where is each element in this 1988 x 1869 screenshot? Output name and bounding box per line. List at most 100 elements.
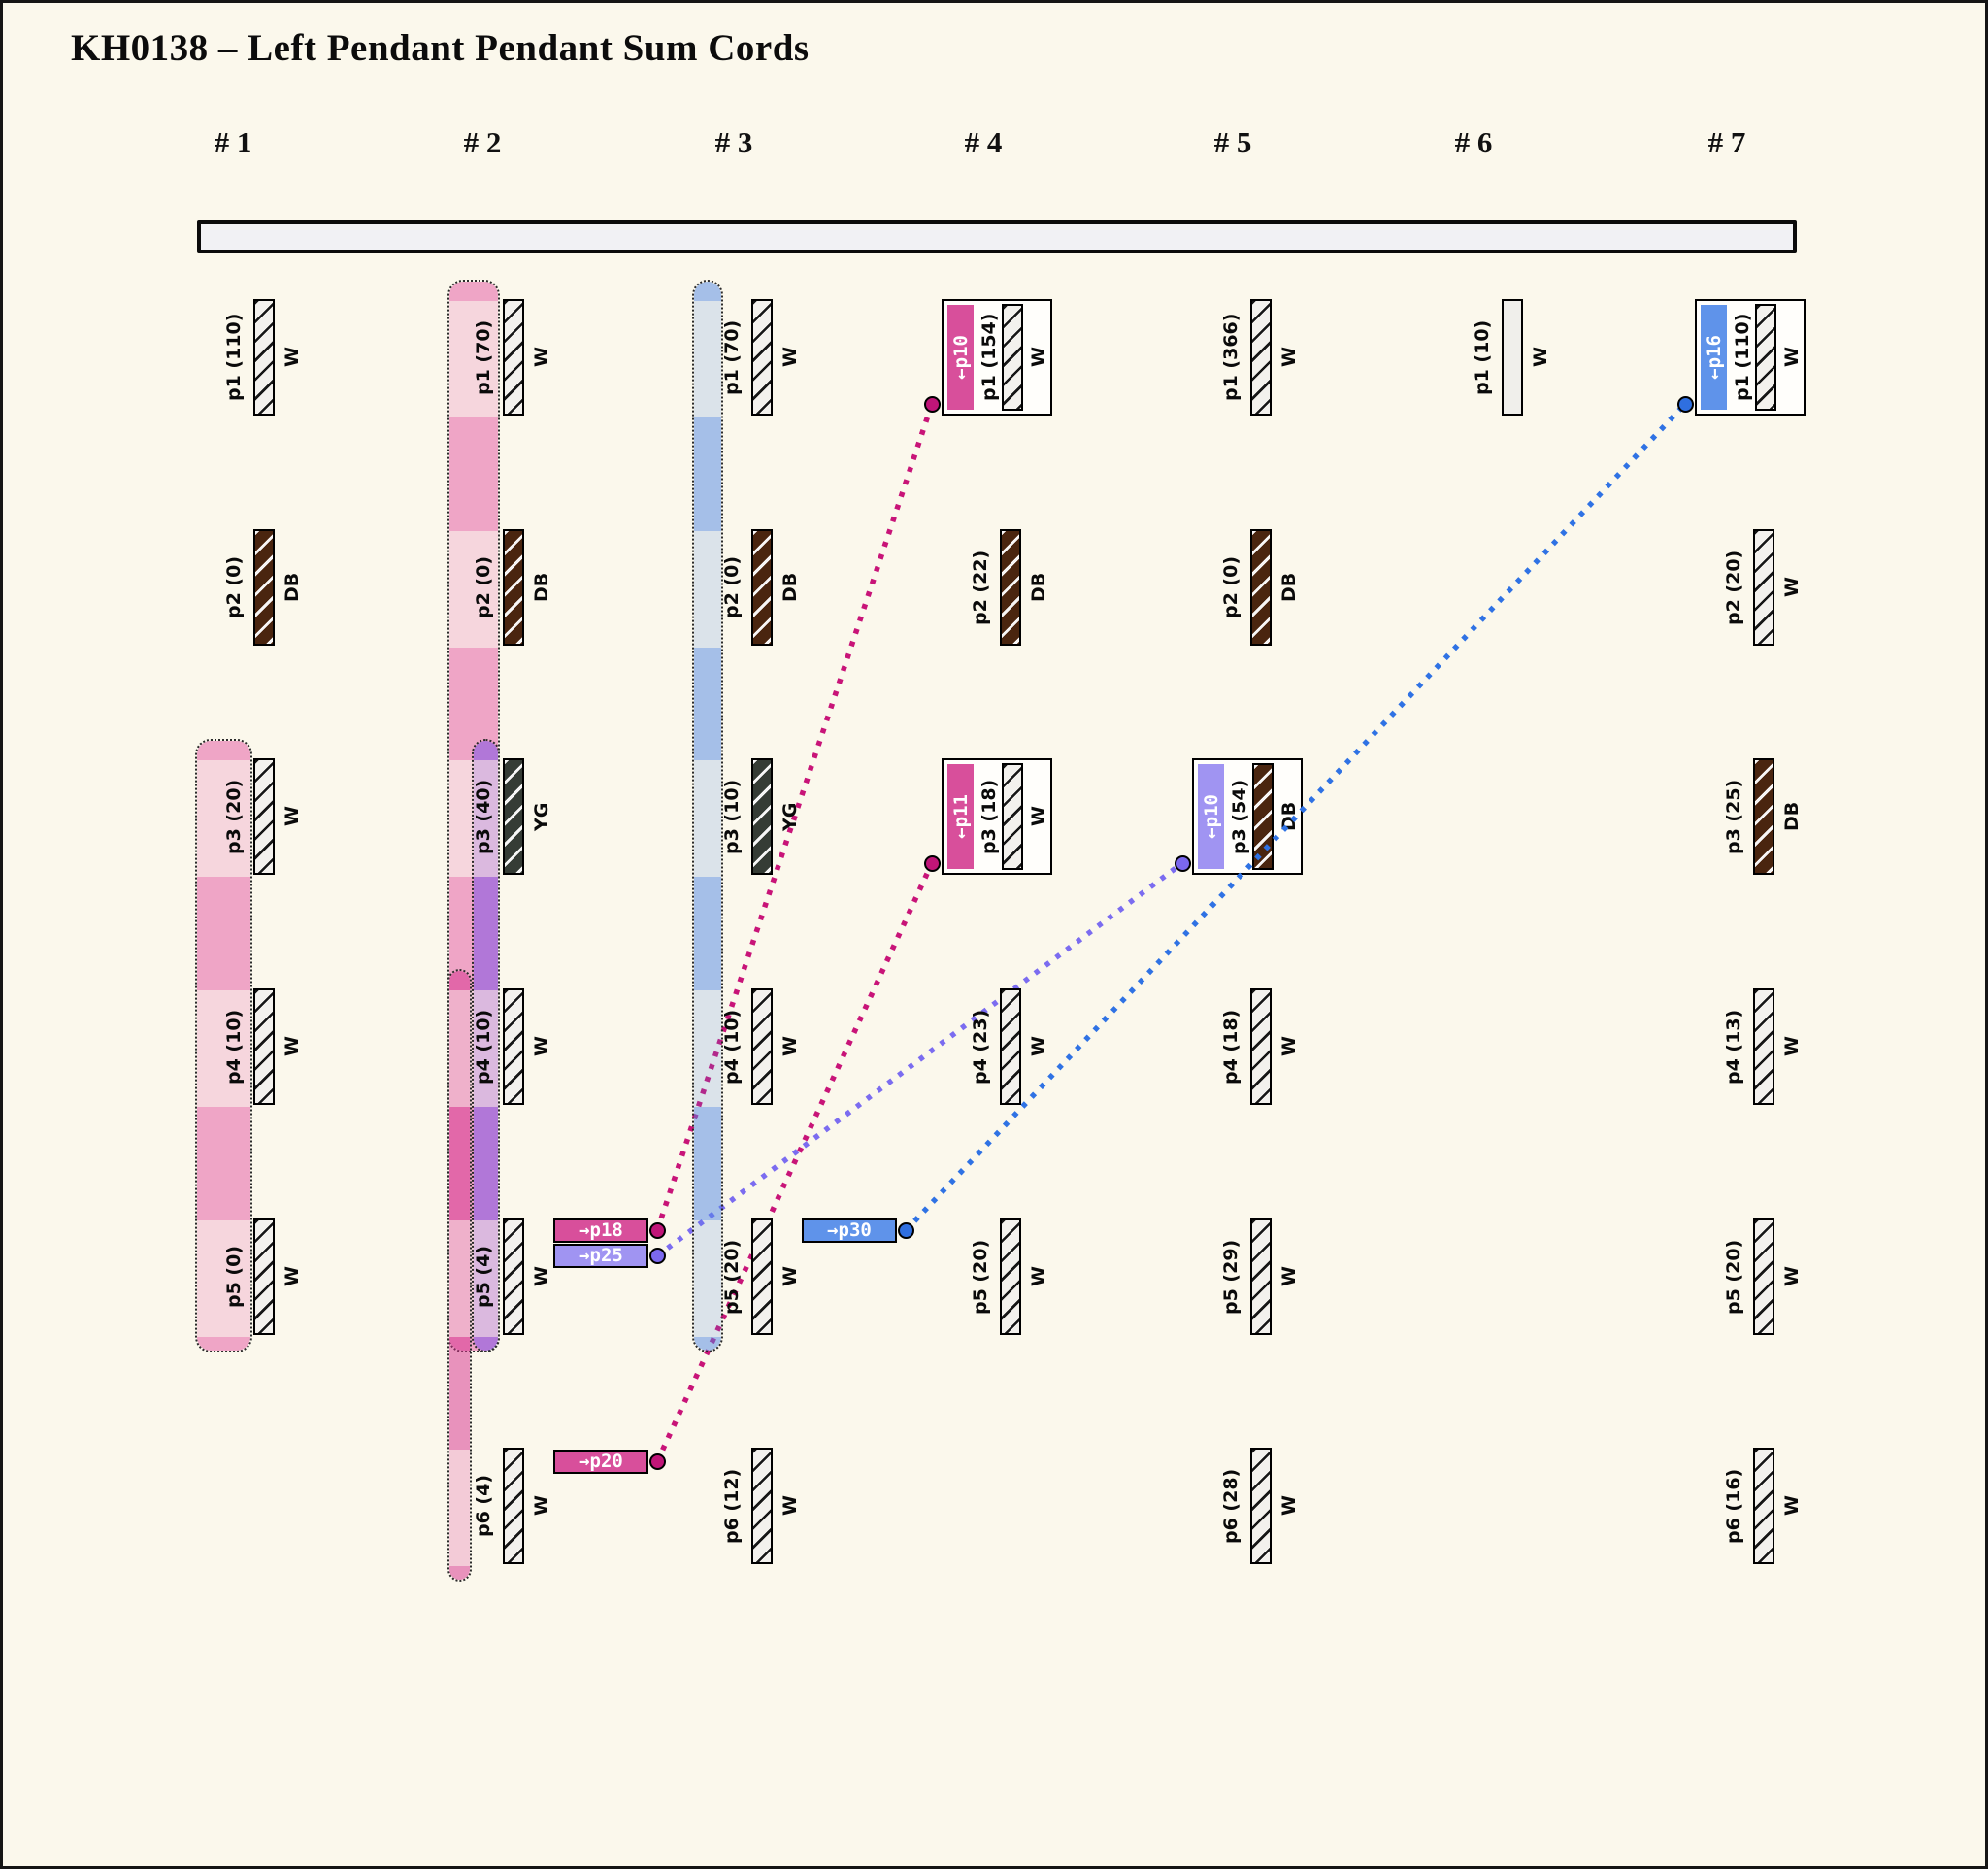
band-segment [449, 1220, 498, 1337]
band-segment [449, 417, 498, 531]
pendant-cord-glyph [1250, 299, 1272, 416]
pendant-cord-glyph [1755, 304, 1776, 411]
band-segment [449, 1337, 470, 1450]
band-segment [474, 877, 498, 990]
cord-color-code: W [531, 1036, 552, 1057]
cord-color-code: W [1028, 1036, 1049, 1057]
cord-color-code: DB [779, 572, 801, 603]
band-segment [694, 648, 721, 760]
cord-color-code: W [531, 347, 552, 368]
pendant-cord-glyph [503, 1218, 524, 1335]
cord-color-code: W [1278, 1036, 1300, 1057]
band-segment [694, 1107, 721, 1220]
band-segment [694, 1220, 721, 1337]
band-segment [474, 1220, 498, 1337]
pendant-cord-glyph [503, 299, 524, 416]
pendant-label: p2 (0) [721, 555, 743, 619]
pendant-cord-glyph [1753, 1218, 1774, 1335]
highlight-band [692, 280, 723, 1352]
sum-cord-link-line [654, 861, 935, 1463]
link-end-dot [648, 1222, 666, 1239]
sum-pendant-box: ←p10 p1 (154) W [942, 299, 1052, 416]
band-segment [449, 760, 498, 877]
pendant-label: p2 (0) [473, 555, 494, 619]
link-end-dot [1174, 854, 1191, 872]
sum-link-label: →p18 [553, 1218, 648, 1243]
cord-color-code: W [282, 1036, 303, 1057]
cord-color-code: DB [1278, 572, 1300, 603]
pendant-cord-glyph [1002, 763, 1023, 870]
band-segment [474, 760, 498, 877]
band-segment [197, 1107, 250, 1220]
pendant-label: p5 (20) [1723, 1239, 1744, 1315]
band-segment [449, 1107, 470, 1220]
band-segment [197, 877, 250, 990]
band-segment [449, 990, 470, 1107]
pendant-cord-glyph [253, 1218, 275, 1335]
sum-link-label: →p25 [553, 1244, 648, 1268]
cord-color-code: W [779, 347, 801, 368]
cord-color-code: W [1781, 577, 1803, 598]
band-segment [449, 301, 498, 417]
pendant-label: p3 (20) [223, 779, 245, 854]
pendant-label: p5 (20) [721, 1239, 743, 1315]
pendant-cord-glyph [751, 1448, 773, 1564]
cord-color-code: W [1028, 1266, 1049, 1287]
cord-color-code: W [779, 1495, 801, 1517]
band-segment [694, 760, 721, 877]
cord-color-code: W [282, 806, 303, 827]
pendant-label: p2 (0) [1220, 555, 1242, 619]
cord-color-code: W [1781, 1495, 1803, 1517]
band-segment [197, 741, 250, 760]
pendant-cord-glyph [1753, 529, 1774, 646]
link-end-dot [923, 395, 941, 413]
pendant-label: p4 (23) [970, 1009, 991, 1085]
pendant-cord-glyph [1250, 1218, 1272, 1335]
band-segment [197, 1337, 250, 1351]
pendant-cord-glyph [503, 758, 524, 875]
cord-color-code: W [779, 1036, 801, 1057]
band-segment [694, 417, 721, 531]
pendant-label: p4 (10) [223, 1009, 245, 1085]
primary-cord-bar [197, 220, 1797, 253]
sum-pendant-box: ←p11 p3 (18) W [942, 758, 1052, 875]
sum-cord-link-line [903, 402, 1688, 1233]
column-header: # 6 [1454, 125, 1493, 159]
pendant-cord-glyph [1000, 529, 1021, 646]
band-segment [474, 1337, 498, 1351]
pendant-cord-glyph [1250, 529, 1272, 646]
pendant-cord-glyph [751, 299, 773, 416]
band-segment [449, 282, 498, 301]
band-segment [197, 760, 250, 877]
cord-color-code: W [1278, 347, 1300, 368]
band-segment [449, 990, 498, 1107]
pendant-label: p1 (70) [473, 319, 494, 395]
band-segment [474, 990, 498, 1107]
pendant-label: p2 (0) [223, 555, 245, 619]
pendant-label: p1 (110) [223, 313, 245, 402]
page-title: KH0138 – Left Pendant Pendant Sum Cords [71, 27, 810, 69]
link-end-dot [648, 1453, 666, 1470]
link-end-dot [648, 1248, 666, 1264]
pendant-label: p4 (10) [721, 1009, 743, 1085]
band-segment [694, 531, 721, 648]
pendant-label: p3 (40) [473, 779, 494, 854]
cord-color-code: W [531, 1495, 552, 1517]
pendant-label: p5 (4) [473, 1245, 494, 1309]
pendant-label: p2 (22) [970, 550, 991, 625]
band-segment [694, 282, 721, 301]
pendant-label: p5 (20) [970, 1239, 991, 1315]
column-header: # 7 [1707, 125, 1746, 159]
column-header: # 5 [1213, 125, 1252, 159]
band-segment [449, 1220, 470, 1337]
pendant-cord-glyph [253, 758, 275, 875]
column-header: # 2 [463, 125, 502, 159]
band-segment [694, 877, 721, 990]
highlight-band [447, 969, 472, 1582]
cord-color-code: W [1278, 1266, 1300, 1287]
column-header: # 4 [964, 125, 1003, 159]
sum-cord-links-layer [654, 402, 1688, 1463]
pendant-cord-glyph [1753, 758, 1774, 875]
cord-color-code: DB [1028, 572, 1049, 603]
pendant-cord-glyph [253, 988, 275, 1105]
